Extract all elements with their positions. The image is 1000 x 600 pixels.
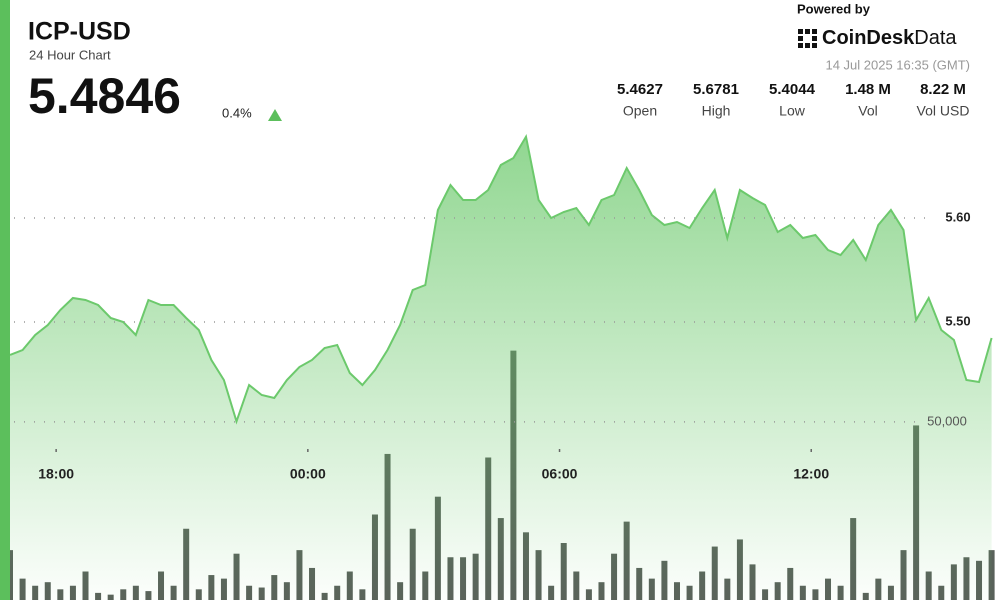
stat-label: Low (779, 103, 806, 119)
y-tick-label: 5.50 (945, 313, 970, 328)
stat-value: 1.48 M (845, 81, 891, 98)
up-arrow (268, 109, 282, 121)
powered-by: Powered by (797, 1, 871, 16)
subtitle: 24 Hour Chart (29, 47, 111, 62)
y-tick-label: 5.60 (945, 209, 970, 224)
x-tick-label: 00:00 (290, 466, 326, 482)
x-tick-label: 12:00 (793, 466, 829, 482)
stat-label: Open (623, 103, 657, 119)
price-area (10, 136, 992, 600)
stat-label: High (702, 103, 731, 119)
brand-name: CoinDesk (822, 27, 915, 49)
plot (10, 134, 995, 600)
change: 0.4% (222, 105, 252, 120)
x-tick-label: 06:00 (542, 466, 578, 482)
stat-value: 8.22 M (920, 81, 966, 98)
title: ICP-USD (28, 18, 131, 46)
stat-label: Vol USD (917, 103, 970, 119)
y2-tick-label: 50,000 (927, 413, 967, 428)
price-line (10, 134, 993, 425)
stat-value: 5.4627 (617, 81, 663, 98)
brand: CoinDeskData (822, 27, 957, 49)
accent-bar (0, 0, 10, 600)
stat-label: Vol (858, 103, 877, 119)
logo-icon (798, 29, 817, 48)
x-tick-label: 18:00 (38, 466, 74, 482)
brand-suffix: Data (914, 27, 957, 49)
volume-bar (988, 550, 995, 600)
stat-value: 5.6781 (693, 81, 739, 98)
stat-value: 5.4044 (769, 81, 816, 98)
last-price: 5.4846 (28, 68, 181, 124)
timestamp: 14 Jul 2025 16:35 (GMT) (825, 57, 970, 72)
